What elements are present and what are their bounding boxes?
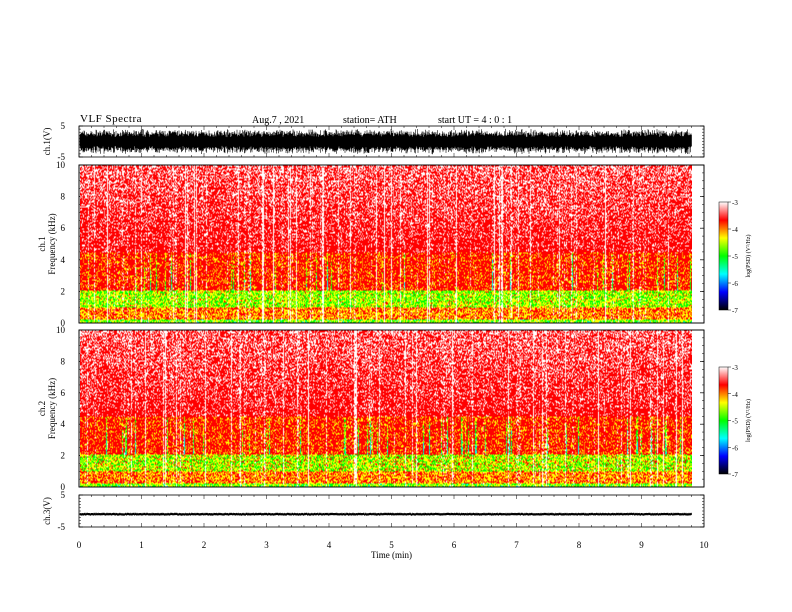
- y-tick-label: 6: [61, 223, 66, 233]
- x-tick-label: 3: [264, 540, 269, 550]
- panel-ch3-waveform: 5 -5 ch.3(V) 0 1 2 3 4 5 6 7 8 9 10 Time (min): [42, 490, 709, 560]
- y-axis-label: Frequency (kHz): [47, 213, 57, 274]
- y-tick-label: -5: [58, 522, 66, 532]
- ch1-waveform-trace: [79, 128, 692, 155]
- y-tick-label: 2: [61, 286, 66, 296]
- chart-title: VLF Spectra: [80, 113, 143, 125]
- y-tick-label: 4: [61, 255, 66, 265]
- colorbar-tick-label: -6: [732, 444, 738, 452]
- x-tick-label: 2: [202, 540, 207, 550]
- colorbar-tick-label: -7: [732, 471, 738, 479]
- y-tick-label: -5: [58, 152, 66, 162]
- x-tick-label: 10: [700, 540, 710, 550]
- date-label: Aug.7 , 2021: [252, 115, 305, 126]
- panel-ch1-waveform: 5 -5 ch.1(V): [42, 121, 705, 162]
- panel-ch2-spectrogram: 0 2 4 6 8 10 ch.2 Frequency (kHz) -3 -4 -5 -6 -7 log(…: [37, 325, 752, 492]
- x-tick-label: 7: [514, 540, 519, 550]
- y-tick-label: 0: [61, 482, 66, 492]
- y-axis-label: ch.1(V): [42, 128, 52, 156]
- colorbar-tick-label: -5: [732, 253, 738, 261]
- x-tick-label: 9: [639, 540, 644, 550]
- colorbar: [718, 201, 729, 311]
- y-tick-label: 0: [61, 318, 66, 328]
- x-axis-label: Time (min): [371, 550, 412, 560]
- colorbar: [718, 366, 729, 475]
- colorbar-tick-label: -4: [732, 226, 738, 234]
- station-label: station= ATH: [343, 115, 397, 126]
- y-tick-label: 6: [61, 388, 66, 398]
- colorbar-tick-label: -3: [732, 364, 738, 372]
- y-tick-label: 10: [56, 325, 66, 335]
- x-tick-label: 6: [452, 540, 457, 550]
- ch2-spectrogram-frame-overlay: [78, 329, 705, 488]
- ch3-waveform-trace: [79, 512, 692, 516]
- y-axis-label: ch.2: [37, 401, 47, 416]
- y-tick-label: 10: [56, 160, 66, 170]
- ch3-waveform-frame: [78, 494, 705, 528]
- ch1-spectrogram-frame-overlay: [78, 164, 705, 324]
- x-tick-label: 8: [577, 540, 582, 550]
- y-axis-label: ch.1: [37, 236, 47, 251]
- colorbar-tick-label: -3: [732, 199, 738, 207]
- ch2-spectrogram-heatmap: [80, 330, 692, 487]
- x-tick-label: 1: [139, 540, 144, 550]
- x-tick-label: 5: [389, 540, 394, 550]
- colorbar-label: log(PSD) (V²/Hz): [745, 399, 752, 442]
- x-tick-label: 4: [327, 540, 332, 550]
- colorbar-tick-label: -4: [732, 391, 738, 399]
- y-axis-label: ch.3(V): [42, 497, 52, 525]
- y-axis-label: Frequency (kHz): [47, 378, 57, 439]
- colorbar-tick-label: -5: [732, 418, 738, 426]
- y-tick-label: 5: [61, 490, 66, 500]
- start-time-label: start UT = 4 : 0 : 1: [438, 115, 513, 126]
- colorbar-tick-label: -7: [732, 307, 738, 315]
- panel-ch1-spectrogram: 0 2 4 6 8 10 ch.1 Frequency (kHz) -3 -4 -5 -6 -7 log(…: [37, 160, 752, 328]
- ch1-spectrogram-heatmap: [80, 165, 692, 323]
- y-tick-label: 8: [61, 356, 66, 366]
- y-tick-label: 2: [61, 451, 66, 461]
- y-tick-label: 5: [61, 121, 66, 131]
- x-tick-label: 0: [77, 540, 82, 550]
- colorbar-tick-label: -6: [732, 280, 738, 288]
- colorbar-label: log(PSD) (V²/Hz): [745, 235, 752, 278]
- y-tick-label: 8: [61, 192, 66, 202]
- y-tick-label: 4: [61, 419, 66, 429]
